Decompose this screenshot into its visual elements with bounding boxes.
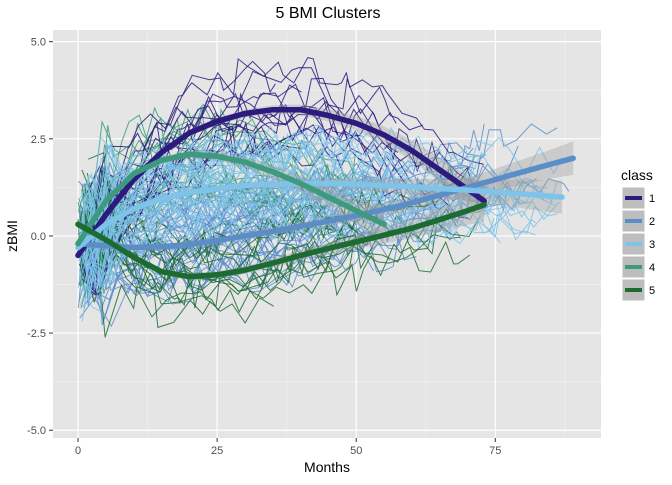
trajectory-class-1: [83, 67, 423, 254]
smooth-line-class-3: [75, 180, 565, 251]
trajectory-class-3: [86, 124, 325, 230]
trajectory-class-3: [79, 146, 341, 262]
trajectory-class-2: [87, 221, 266, 297]
trajectory-class-3: [79, 130, 563, 212]
trajectory-class-5: [86, 201, 373, 274]
trajectory-class-4: [87, 107, 379, 236]
smooth-line-class-4: [75, 151, 387, 247]
trajectory-class-3: [78, 173, 509, 290]
legend-label-5: 5: [649, 285, 655, 297]
legend-label-2: 2: [649, 216, 655, 228]
x-tick-label: 75: [489, 445, 501, 457]
trajectory-class-2: [82, 206, 454, 306]
confidence-band-class-4: [78, 150, 384, 247]
legend: class 1 2 3 4 5: [621, 167, 655, 302]
x-tick-label: 50: [350, 445, 362, 457]
y-tick-label: 2.5: [31, 134, 46, 146]
trajectory-class-3: [87, 127, 402, 216]
trajectory-class-5: [81, 240, 471, 318]
y-tick-label: -2.5: [27, 328, 46, 340]
x-tick-label: 25: [211, 445, 223, 457]
x-tick-label: 0: [75, 445, 81, 457]
trajectory-class-3: [85, 165, 545, 240]
y-tick-label: -5.0: [27, 425, 46, 437]
trajectory-class-5: [82, 186, 356, 301]
smooth-line-class-5: [75, 202, 487, 280]
trajectory-class-3: [81, 207, 501, 322]
trajectory-class-1: [88, 77, 397, 210]
legend-label-3: 3: [649, 239, 655, 251]
y-tick-label: 5.0: [31, 37, 46, 49]
axes: 0 25 50 75 -5.0 -2.5 0.0 2.5 5.0: [27, 37, 501, 457]
trajectory-class-2: [77, 237, 374, 309]
trajectory-class-3: [80, 130, 305, 212]
legend-label-1: 1: [649, 193, 655, 205]
trajectory-class-4: [77, 116, 349, 217]
y-axis-label: zBMI: [4, 220, 20, 252]
legend-title: class: [621, 167, 653, 183]
data-layer: [75, 57, 576, 338]
chart-title: 5 BMI Clusters: [276, 5, 381, 22]
x-axis-label: Months: [304, 459, 350, 475]
trajectory-class-3: [86, 147, 475, 222]
legend-label-4: 4: [649, 262, 655, 274]
smooth-line-class-2: [75, 155, 576, 251]
y-tick-label: 0.0: [31, 231, 46, 243]
trajectory-class-3: [86, 192, 530, 245]
trajectory-class-1: [87, 57, 484, 262]
